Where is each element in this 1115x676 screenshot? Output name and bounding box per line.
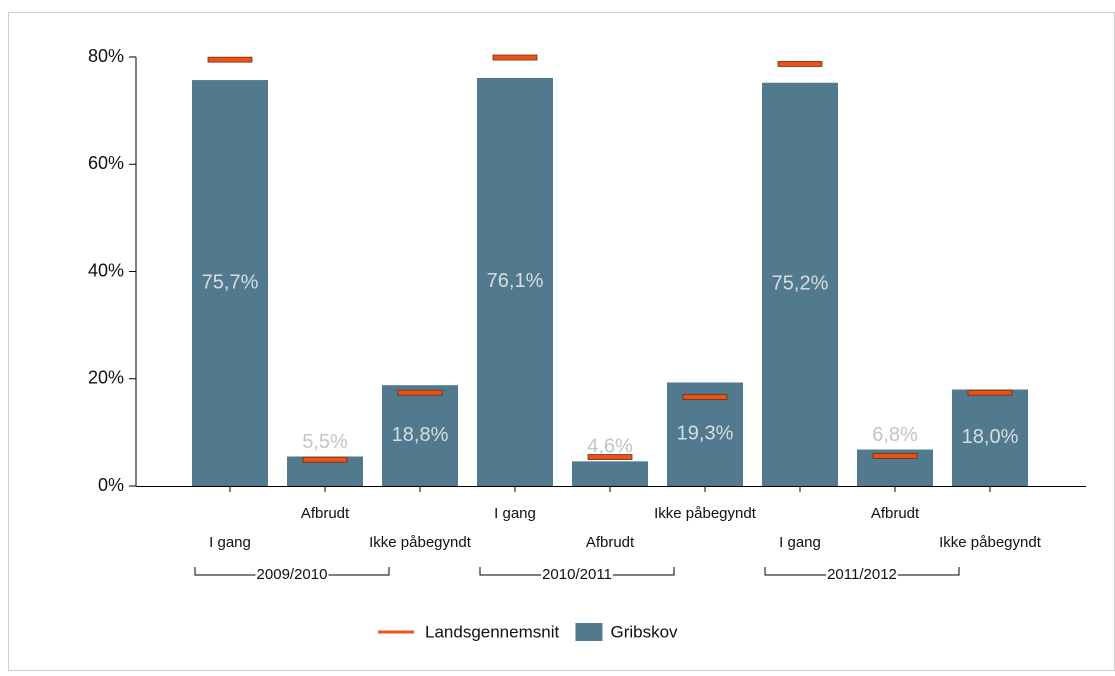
bar	[192, 80, 268, 486]
x-tick-label: Ikke påbegyndt	[369, 534, 472, 551]
average-marker	[872, 453, 918, 459]
value-label: 18,0%	[962, 426, 1019, 448]
group-label: 2011/2012	[827, 566, 897, 583]
legend-swatch	[575, 623, 603, 641]
bar	[572, 461, 648, 486]
bar	[762, 82, 838, 487]
bar	[477, 77, 553, 486]
x-tick-label: I gang	[209, 534, 251, 551]
average-marker	[682, 394, 728, 400]
x-tick-label: Afbrudt	[586, 534, 635, 551]
x-tick-label: Afbrudt	[871, 505, 920, 522]
y-tick-label: 0%	[98, 475, 124, 495]
group-label-bg	[541, 573, 613, 577]
x-tick-label: I gang	[494, 505, 536, 522]
average-marker	[967, 389, 1013, 396]
value-label: 19,3%	[677, 423, 734, 445]
x-tick-label: I gang	[779, 534, 821, 551]
value-label: 75,7%	[202, 271, 259, 293]
legend-label: Gribskov	[610, 622, 678, 641]
y-tick-label: 80%	[88, 46, 124, 66]
value-label: 4,6%	[587, 436, 633, 458]
average-marker	[207, 56, 253, 63]
y-tick-label: 40%	[88, 260, 124, 280]
group-label: 2010/2011	[542, 566, 612, 583]
x-tick-label: Ikke påbegyndt	[939, 534, 1042, 551]
value-label: 18,8%	[392, 424, 449, 446]
x-tick-label: Ikke påbegyndt	[654, 505, 757, 522]
average-marker	[492, 54, 538, 61]
average-marker	[302, 456, 348, 463]
group-label-bg	[826, 573, 898, 577]
average-marker	[777, 61, 823, 67]
value-label: 6,8%	[872, 424, 918, 446]
value-label: 75,2%	[772, 273, 829, 295]
y-tick-label: 20%	[88, 368, 124, 388]
bar	[952, 389, 1028, 486]
value-label: 76,1%	[487, 270, 544, 292]
x-tick-label: Afbrudt	[301, 505, 350, 522]
bar	[382, 385, 458, 486]
group-label: 2009/2010	[257, 566, 328, 583]
average-marker	[587, 454, 633, 460]
average-marker	[397, 389, 443, 396]
legend-label: Landsgennemsnit	[425, 622, 559, 641]
group-label-bg	[255, 573, 329, 577]
y-tick-label: 60%	[88, 153, 124, 173]
value-label: 5,5%	[302, 431, 348, 453]
